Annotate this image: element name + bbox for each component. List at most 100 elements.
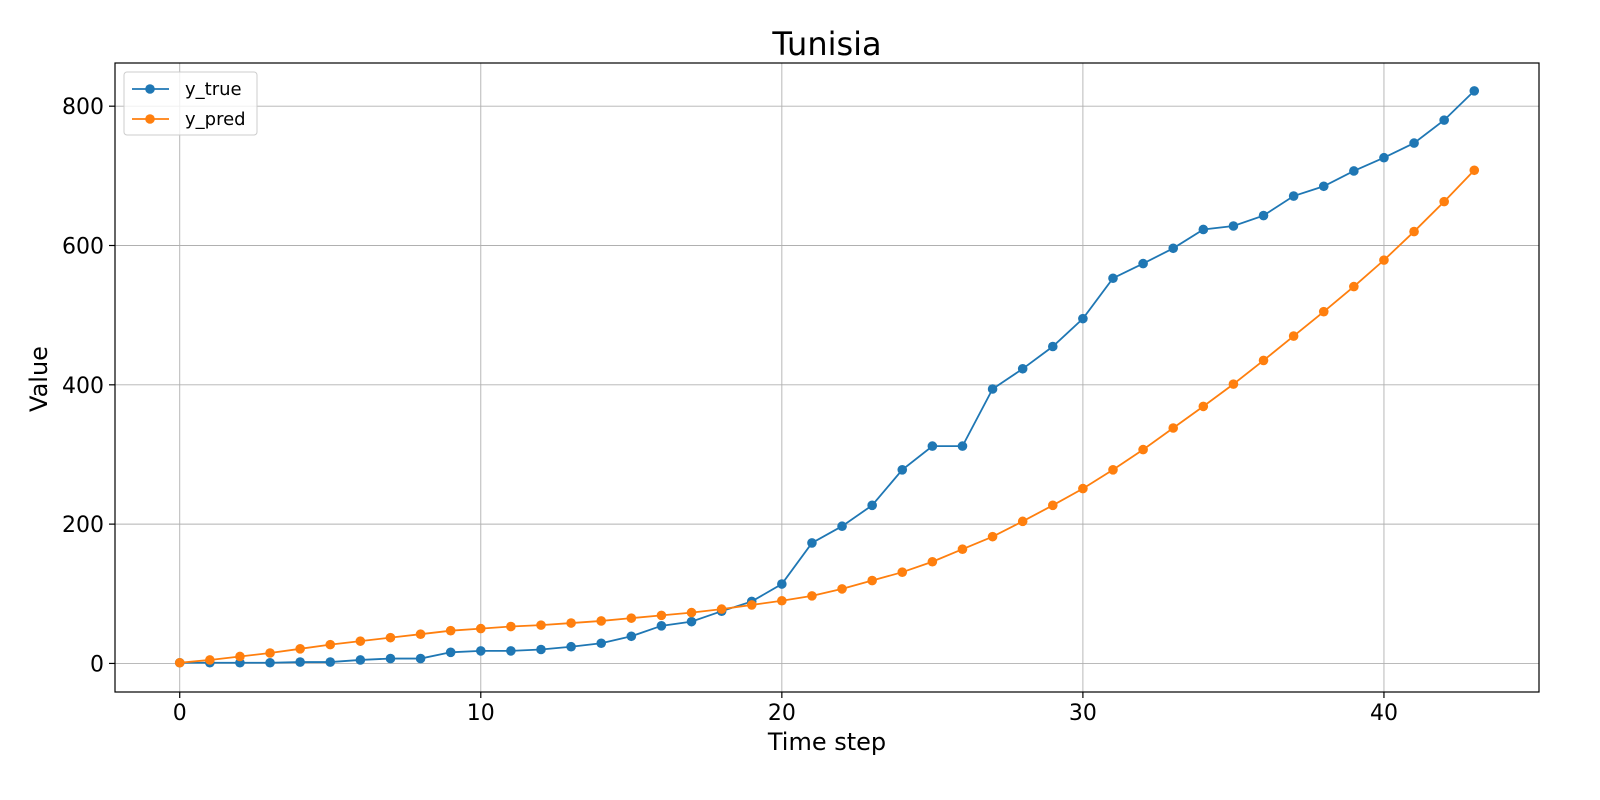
data-point-y_pred [445,625,456,636]
data-point-y_pred [235,651,245,662]
data-point-y_pred [596,616,607,626]
data-point-y_pred [1078,483,1088,494]
x-tick-label: 30 [1069,701,1097,726]
legend-label-y_true: y_true [185,79,242,100]
legend: y_true y_pred [123,71,258,136]
x-tick-label: 40 [1370,701,1398,726]
data-point-y_true [777,579,787,589]
data-point-y_pred [506,621,516,632]
data-point-y_pred [1108,464,1118,475]
legend-label-y_pred: y_pred [185,109,246,130]
data-point-y_pred [325,639,336,650]
data-point-y_pred [1409,226,1419,237]
data-point-y_pred [656,610,667,621]
data-point-y_pred [1017,516,1028,527]
data-point-y_true [566,641,576,652]
y-axis-label: Value [25,346,53,412]
x-tick-label: 0 [173,701,187,726]
data-point-y_true [867,500,877,511]
data-point-y_pred [1168,423,1179,433]
data-point-y_true [807,538,817,548]
data-point-y_pred [415,629,426,639]
data-point-y_true [1439,115,1449,125]
data-point-y_pred [475,623,486,634]
x-tick-label: 10 [467,701,495,726]
series-line-y_pred [179,169,1475,664]
data-point-y_pred [355,636,366,646]
data-point-y_true [656,621,667,631]
data-point-y_pred [1288,331,1299,341]
data-point-y_pred [1228,379,1239,389]
data-point-y_pred [385,632,396,643]
data-point-y_pred [1047,500,1058,511]
data-point-y_true [295,657,305,667]
data-point-y_true [596,638,607,649]
data-point-y_true [1017,363,1028,374]
data-point-y_pred [1258,355,1269,366]
legend-marker-y_true [145,84,155,94]
data-point-y_true [355,655,366,665]
data-point-y_pred [1318,306,1329,317]
series-layer [174,86,1480,668]
data-point-y_true [1108,273,1118,284]
data-point-y_pred [1198,401,1209,412]
data-point-y_true [265,657,275,668]
data-point-y_true [957,441,968,451]
data-point-y_true [1138,258,1148,269]
data-point-y_true [686,616,697,627]
data-point-y_pred [1349,281,1359,292]
data-point-y_true [626,631,637,642]
data-point-y_true [1258,210,1269,221]
data-point-y_true [415,653,426,664]
data-point-y_pred [746,600,757,610]
data-point-y_true [1168,243,1179,254]
data-point-y_true [987,384,998,394]
data-point-y_pred [686,607,697,618]
data-point-y_true [927,441,938,451]
data-point-y_true [837,521,847,532]
data-point-y_pred [777,595,787,606]
data-point-y_true [1409,138,1419,148]
data-point-y_pred [987,531,998,542]
data-point-y_pred [927,556,938,567]
series-line-y_true [179,90,1475,664]
data-point-y_pred [295,644,305,654]
x-axis-label: Time step [767,728,886,756]
data-point-y_pred [957,544,968,555]
y-axis-ticks: 0 200 400 600 800 [62,95,115,677]
data-point-y_true [1047,341,1058,352]
data-point-y_true [1349,166,1359,176]
data-point-y_true [1078,313,1088,324]
data-point-y_true [1318,181,1329,192]
y-tick-label: 400 [62,374,104,399]
chart-title: Tunisia [771,25,881,63]
data-point-y_pred [807,591,817,601]
data-point-y_pred [1138,444,1148,455]
data-point-y_pred [265,648,275,658]
data-point-y_true [1288,191,1299,201]
data-point-y_pred [174,657,185,668]
grid-lines [115,63,1539,692]
y-tick-label: 600 [62,235,104,260]
data-point-y_true [475,646,486,656]
data-point-y_pred [1379,255,1389,265]
x-axis-ticks: 0 10 20 30 40 [173,692,1398,726]
data-point-y_pred [566,618,576,628]
data-point-y_pred [1469,165,1480,176]
data-point-y_true [536,644,546,655]
plot-frame [114,62,1540,693]
data-point-y_pred [716,604,727,614]
data-point-y_true [325,657,336,667]
data-point-y_pred [536,620,546,630]
data-point-y_pred [1439,196,1449,207]
data-point-y_true [385,653,396,664]
y-tick-label: 800 [62,95,104,120]
data-point-y_true [1198,224,1209,235]
data-point-y_true [506,646,516,656]
legend-marker-y_pred [145,114,155,124]
data-point-y_pred [837,584,847,594]
y-tick-label: 0 [90,652,104,677]
data-point-y_true [1379,152,1389,163]
x-tick-label: 20 [768,701,796,726]
